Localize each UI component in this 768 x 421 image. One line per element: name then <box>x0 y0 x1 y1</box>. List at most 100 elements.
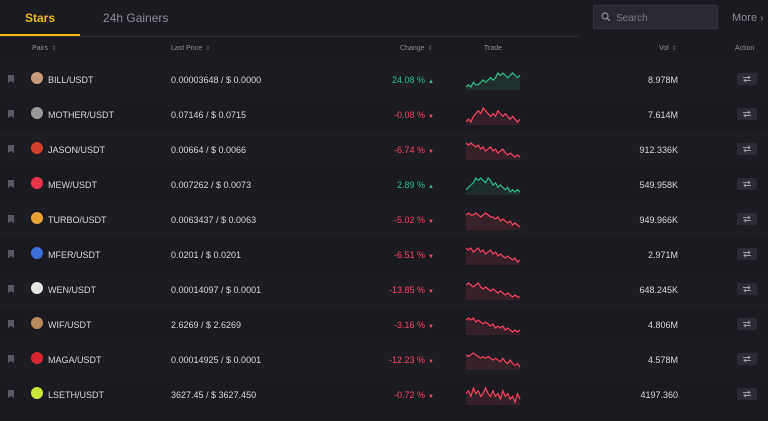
change-value: -3.16 % <box>394 320 426 330</box>
pair-name[interactable]: WEN/USDT <box>48 285 96 295</box>
trade-action-button[interactable] <box>737 283 757 295</box>
triangle-down-icon: ▼ <box>428 394 434 400</box>
mew-coin-icon <box>31 177 43 189</box>
table-header: Pairs ⇕ Last Price ⇕ Change ⇕ Trade Vol ⇕ Ac… <box>0 36 768 62</box>
column-pairs[interactable]: Pairs ⇕ <box>32 45 56 52</box>
trade-action-button[interactable] <box>737 248 757 260</box>
triangle-up-icon: ▲ <box>428 79 434 85</box>
trade-action-button[interactable] <box>737 318 757 330</box>
bookmark-icon[interactable] <box>8 215 14 223</box>
trade-action-button[interactable] <box>737 73 757 85</box>
column-change[interactable]: Change ⇕ <box>400 45 433 52</box>
change-percent: -6.74 % ▼ <box>394 145 434 155</box>
table-row[interactable]: WIF/USDT 2.6269 / $ 2.6269 -3.16 % ▼ 4.806M <box>0 307 768 342</box>
swap-icon <box>743 75 751 83</box>
bookmark-icon[interactable] <box>8 145 14 153</box>
search-icon <box>601 12 611 22</box>
bookmark-icon[interactable] <box>8 320 14 328</box>
sparkline-line <box>465 352 521 368</box>
wif-coin-icon <box>31 317 43 329</box>
volume: 4197.360 <box>640 390 678 400</box>
volume: 8.978M <box>647 75 678 85</box>
volume: 2.971M <box>647 250 678 260</box>
table-row[interactable]: LSETH/USDT 3627.45 / $ 3627.450 -0.72 % ▼ 41… <box>0 377 768 412</box>
trade-action-button[interactable] <box>737 353 757 365</box>
table-row[interactable]: MOTHER/USDT 0.07146 / $ 0.0715 -0.08 % ▼ 7.6… <box>0 97 768 132</box>
sparkline-area <box>466 283 520 300</box>
volume: 7.614M <box>647 110 678 120</box>
table-row[interactable]: WEN/USDT 0.00014097 / $ 0.0001 -13.85 % ▼ 64… <box>0 272 768 307</box>
change-percent: 2.89 % ▲ <box>397 180 434 190</box>
change-percent: -0.72 % ▼ <box>394 390 434 400</box>
trend-sparkline <box>465 386 521 405</box>
trade-action-button[interactable] <box>737 388 757 400</box>
table-row[interactable]: TURBO/USDT 0.0063437 / $ 0.0063 -5.02 % ▼ 94… <box>0 202 768 237</box>
column-vol-label: Vol <box>659 45 669 52</box>
more-link[interactable]: More › <box>732 0 763 36</box>
table-row[interactable]: JASON/USDT 0.00664 / $ 0.0066 -6.74 % ▼ 912.… <box>0 132 768 167</box>
column-vol[interactable]: Vol ⇕ <box>659 45 677 52</box>
column-pairs-label: Pairs <box>32 45 48 52</box>
pair-name[interactable]: JASON/USDT <box>48 145 106 155</box>
table-row[interactable]: BILL/USDT 0.00003648 / $ 0.0000 24.08 % ▲ 8.… <box>0 62 768 97</box>
change-value: -0.08 % <box>394 110 426 120</box>
chevron-right-icon: › <box>760 13 764 24</box>
trade-action-button[interactable] <box>737 143 757 155</box>
sort-icon: ⇕ <box>671 46 677 52</box>
last-price: 2.6269 / $ 2.6269 <box>171 320 242 330</box>
bookmark-icon[interactable] <box>8 75 14 83</box>
last-price: 0.0201 / $ 0.0201 <box>171 250 242 260</box>
sparkline-line <box>465 247 521 263</box>
swap-icon <box>743 390 751 398</box>
bookmark-icon[interactable] <box>8 355 14 363</box>
sort-icon: ⇕ <box>50 46 56 52</box>
sparkline-area <box>466 353 520 370</box>
change-value: -12.23 % <box>389 355 426 365</box>
bookmark-icon[interactable] <box>8 285 14 293</box>
sparkline-line <box>465 212 521 228</box>
bookmark-icon[interactable] <box>8 390 14 398</box>
volume: 912.336K <box>639 145 678 155</box>
last-price: 0.07146 / $ 0.0715 <box>171 110 247 120</box>
bookmark-icon[interactable] <box>8 110 14 118</box>
pair-name[interactable]: MAGA/USDT <box>48 355 102 365</box>
sparkline-line <box>465 142 521 158</box>
column-last-price-label: Last Price <box>171 45 203 52</box>
trade-action-button[interactable] <box>737 108 757 120</box>
pair-name[interactable]: TURBO/USDT <box>48 215 107 225</box>
column-last-price[interactable]: Last Price ⇕ <box>171 45 210 52</box>
triangle-down-icon: ▼ <box>428 149 434 155</box>
last-price: 0.0063437 / $ 0.0063 <box>171 215 257 225</box>
bill-coin-icon <box>31 72 43 84</box>
tab-24h-gainers[interactable]: 24h Gainers <box>103 11 169 25</box>
table-row[interactable]: MFER/USDT 0.0201 / $ 0.0201 -6.51 % ▼ 2.971M <box>0 237 768 272</box>
bookmark-icon[interactable] <box>8 250 14 258</box>
search-box[interactable] <box>593 5 718 30</box>
pair-name[interactable]: BILL/USDT <box>48 75 94 85</box>
mother-coin-icon <box>31 107 43 119</box>
swap-icon <box>743 320 751 328</box>
pair-name[interactable]: LSETH/USDT <box>48 390 105 400</box>
trade-action-button[interactable] <box>737 213 757 225</box>
turbo-coin-icon <box>31 212 43 224</box>
trade-action-button[interactable] <box>737 178 757 190</box>
tab-stars[interactable]: Stars <box>24 11 56 25</box>
search-input[interactable] <box>614 6 718 30</box>
sort-icon: ⇕ <box>427 46 433 52</box>
pair-name[interactable]: MFER/USDT <box>48 250 101 260</box>
pair-name[interactable]: MOTHER/USDT <box>48 110 114 120</box>
change-percent: -13.85 % ▼ <box>389 285 434 295</box>
maga-coin-icon <box>31 352 43 364</box>
swap-icon <box>743 145 751 153</box>
table-row[interactable]: MEW/USDT 0.007262 / $ 0.0073 2.89 % ▲ 549.95… <box>0 167 768 202</box>
pair-name[interactable]: MEW/USDT <box>48 180 97 190</box>
bookmark-icon[interactable] <box>8 180 14 188</box>
volume: 949.966K <box>639 215 678 225</box>
pair-name[interactable]: WIF/USDT <box>48 320 92 330</box>
column-action: Action <box>735 45 754 52</box>
change-percent: -0.08 % ▼ <box>394 110 434 120</box>
table-row[interactable]: MAGA/USDT 0.00014925 / $ 0.0001 -12.23 % ▼ 4… <box>0 342 768 377</box>
last-price: 3627.45 / $ 3627.450 <box>171 390 257 400</box>
last-price: 0.007262 / $ 0.0073 <box>171 180 252 190</box>
sparkline-line <box>465 282 520 298</box>
